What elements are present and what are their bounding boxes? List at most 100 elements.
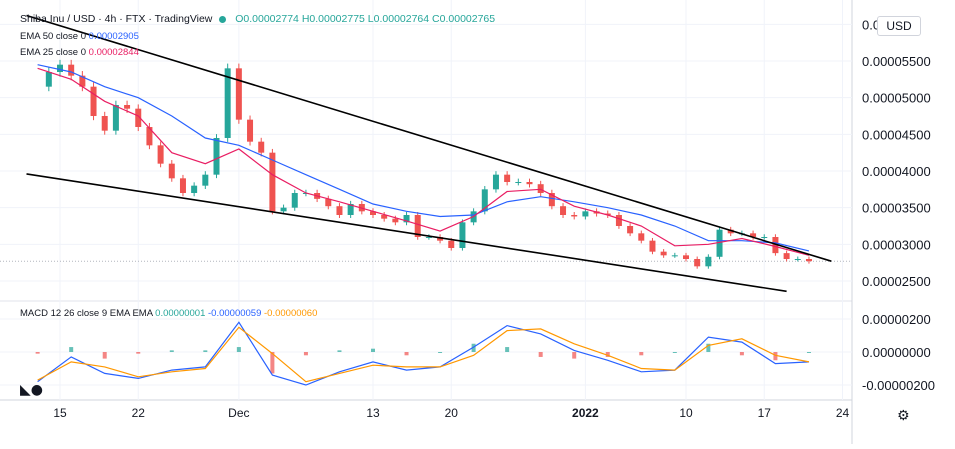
x-tick-label: 13 [366,406,380,420]
candle [247,119,254,142]
macd-histogram-bar [806,352,811,353]
candle [224,68,231,138]
macd-histogram-bar [337,350,342,352]
candle [157,145,164,164]
x-tick-label: 15 [53,406,67,420]
macd-y-tick-label: 0.00000200 [862,312,931,327]
macd-histogram-bar [471,343,476,352]
macd-histogram-bar [303,352,308,356]
macd-histogram-bar [706,343,711,352]
candle [336,206,343,215]
y-tick-label: 0.00004000 [862,164,931,179]
macd-signal-line [37,326,810,383]
candle [615,215,622,226]
ema50-label: EMA 50 close 0 [20,31,87,42]
candle [168,163,175,179]
ohlc-low: L0.00002764 [367,13,430,25]
x-tick-label: 22 [132,406,146,420]
x-tick-label: Dec [228,406,249,420]
y-tick-label: 0.00005000 [862,91,931,106]
ema50-value: 0.00002905 [88,31,139,42]
macd-histogram-bar [505,347,510,352]
candle [202,174,209,186]
symbol-title[interactable]: Shiba Inu / USD · 4h · FTX · TradingView [20,13,213,25]
candle [280,207,287,212]
candle [79,75,86,87]
trendline-lower[interactable] [26,173,787,293]
ema50-legend[interactable]: EMA 50 close 0 0.00002905 [20,31,139,42]
candle [805,259,812,262]
macd-histogram-bar [438,352,443,353]
macd-line [37,321,810,386]
candle [101,116,108,131]
candle [191,185,198,193]
candle [425,237,432,238]
tradingview-logo-icon: ◣● [20,382,43,398]
candle [269,152,276,212]
candle [381,215,388,219]
candle [638,233,645,241]
ohlc-close: C0.00002765 [432,13,496,25]
candle [750,233,757,237]
candle [179,178,186,193]
macd-histogram-bar [169,350,174,352]
candle [90,86,97,116]
macd-histogram-bar [236,347,241,352]
candle [548,193,555,207]
macd-histogram-bar [572,352,577,359]
candle [492,174,499,190]
candle [537,184,544,193]
macd-histogram-bar [538,352,543,357]
candle [124,105,131,109]
macd-line-value: -0.00000059 [208,308,262,319]
candle [683,255,689,259]
candle [370,211,376,215]
candle [403,215,410,223]
candle [627,226,634,234]
currency-badge[interactable]: USD [877,16,921,36]
x-tick-label: 10 [679,406,693,420]
candle [325,198,332,207]
symbol-header: Shiba Inu / USD · 4h · FTX · TradingView… [20,13,495,25]
y-tick-label: 0.00003500 [862,201,931,216]
x-tick-label: 20 [445,406,459,420]
candle [213,138,220,175]
macd-histogram-bar [136,352,141,354]
ema25-legend[interactable]: EMA 25 close 0 0.00002844 [20,47,139,58]
candle [146,127,153,146]
x-tick-label: 17 [758,406,772,420]
candle [448,240,455,248]
macd-y-tick-label: 0.00000000 [862,345,931,360]
macd-histogram-bar [203,350,208,352]
macd-legend[interactable]: MACD 12 26 close 9 EMA EMA 0.00000001 -0… [20,308,317,319]
macd-label: MACD 12 26 close 9 EMA EMA [20,308,153,319]
candle [694,259,701,267]
candle [57,64,63,72]
candle [112,105,119,131]
trendline-upper[interactable] [26,14,832,262]
candle [560,206,567,215]
candle [392,218,399,223]
macd-histogram-bar [739,352,744,356]
candle [604,213,611,215]
gear-icon[interactable]: ⚙ [897,408,910,424]
macd-histogram-bar [69,347,74,352]
y-tick-label: 0.00002500 [862,274,931,289]
candle [727,229,734,234]
macd-histogram-bar [270,352,275,374]
candle [671,255,678,257]
candle [437,237,444,241]
x-tick-label: 24 [836,406,850,420]
macd-histogram-bar [371,348,375,352]
candle [68,64,75,76]
macd-histogram-bar [672,352,677,353]
candle [660,251,667,256]
macd-hist-value: 0.00000001 [155,308,206,319]
candle [235,68,242,120]
candle [794,259,801,260]
candle [347,204,354,215]
candle [504,174,511,182]
